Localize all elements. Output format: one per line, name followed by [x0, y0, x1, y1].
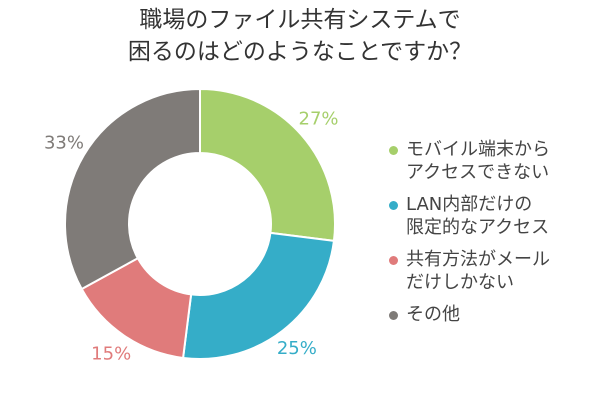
legend-label-line: アクセスできない [406, 162, 550, 183]
legend-label-line: その他 [406, 304, 460, 325]
slice-other [64, 87, 201, 291]
slice-mobile [199, 87, 336, 243]
slice-label-lan: 25% [277, 338, 317, 359]
legend-item-lan: LAN内部だけの 限定的なアクセス [386, 193, 596, 239]
legend-swatch [389, 256, 398, 265]
legend-swatch [389, 201, 398, 210]
legend-label-line: 限定的なアクセス [406, 217, 550, 238]
slice-lan [181, 231, 336, 360]
chart-title-line-1: 職場のファイル共有システムで [139, 7, 461, 33]
legend-item-mobile: モバイル端末から アクセスできない [386, 138, 596, 184]
legend-item-email: 共有方法がメール だけしかない [386, 248, 596, 294]
legend-label-line: だけしかない [406, 272, 514, 293]
legend-label-line: 共有方法がメール [406, 249, 550, 270]
legend-label-line: LAN内部だけの [406, 194, 533, 215]
chart-title: 職場のファイル共有システムで 困るのはどのようなことですか？ [0, 4, 600, 68]
slice-label-email: 15% [91, 344, 131, 365]
slice-label-mobile: 27% [299, 109, 339, 130]
legend-swatch [389, 146, 398, 155]
chart-title-line-2: 困るのはどのようなことですか？ [127, 39, 473, 65]
legend-item-other: その他 [386, 303, 596, 326]
chart-legend: モバイル端末から アクセスできない LAN内部だけの 限定的なアクセス 共有方法… [386, 138, 596, 335]
legend-swatch [389, 311, 398, 320]
slice-label-other: 33% [44, 133, 84, 154]
legend-label-line: モバイル端末から [406, 139, 550, 160]
